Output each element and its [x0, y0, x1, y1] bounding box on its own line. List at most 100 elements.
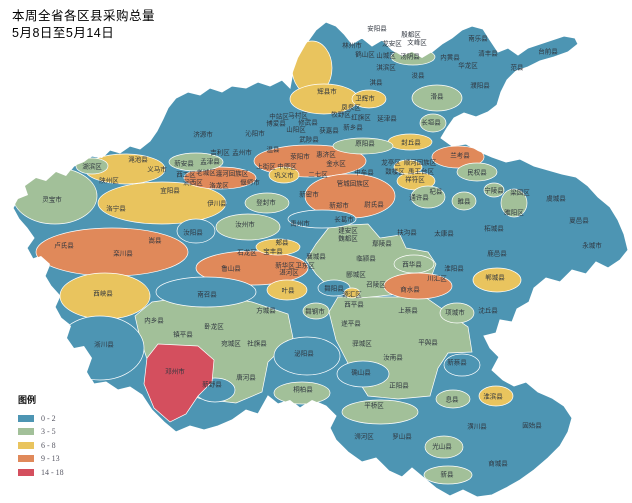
- legend-label: 3 - 5: [41, 427, 56, 436]
- patch-yuanhui[interactable]: [343, 287, 361, 299]
- county-label: 息县: [446, 395, 460, 404]
- county-label: 太康县: [434, 229, 454, 238]
- county-label: 新野县: [202, 380, 222, 389]
- patch-lushi-luanchuan-songxian[interactable]: [35, 227, 189, 277]
- patch-huaibin[interactable]: [478, 385, 514, 407]
- patch-qixian-tongxu[interactable]: [410, 185, 446, 209]
- legend-item-2[interactable]: 6 - 8: [18, 441, 64, 450]
- county-label: 孟州市: [232, 148, 252, 157]
- patch-lankao[interactable]: [431, 145, 485, 169]
- county-label: 洛宁县: [106, 204, 126, 213]
- county-label: 平桥区: [364, 401, 384, 410]
- patch-mengjin-xinan[interactable]: [168, 152, 224, 172]
- county-label: 潢川县: [467, 422, 487, 431]
- county-label: 武陟县: [299, 135, 319, 144]
- patch-queshan-blue[interactable]: [336, 360, 390, 388]
- county-label: 汝州市: [235, 220, 255, 229]
- county-label: 方城县: [256, 306, 276, 315]
- legend-item-0[interactable]: 0 - 2: [18, 413, 64, 423]
- patch-yiyang-luoning[interactable]: [97, 181, 227, 225]
- county-label: 荥阳市: [290, 152, 310, 161]
- patch-xixian[interactable]: [435, 389, 471, 409]
- county-label: 长葛市: [334, 215, 354, 224]
- county-label: 渑池县: [128, 155, 148, 164]
- patch-hubin[interactable]: [75, 157, 109, 175]
- patch-minquan[interactable]: [456, 162, 498, 182]
- patch-yexian[interactable]: [266, 279, 308, 301]
- patch-nanzhao-blue[interactable]: [155, 276, 257, 308]
- county-label: 孟津县: [200, 157, 220, 166]
- county-label: 偃师市: [240, 178, 260, 187]
- patch-xincai-blue[interactable]: [443, 353, 481, 377]
- patch-weihui[interactable]: [351, 89, 387, 109]
- county-label: 湖滨区: [82, 162, 102, 171]
- patch-jiaxian-baofeng[interactable]: [255, 238, 301, 256]
- county-label: 襄城县: [306, 252, 326, 261]
- legend-label: 0 - 2: [41, 413, 56, 423]
- county-label: 夏邑县: [569, 217, 589, 225]
- legend-item-1[interactable]: 3 - 5: [18, 427, 64, 436]
- county-label: 修武县: [298, 118, 318, 127]
- patch-pingqiao[interactable]: [341, 399, 419, 425]
- legend-swatch: [18, 428, 34, 435]
- county-label: 镇平县: [173, 330, 193, 339]
- patch-suixian[interactable]: [451, 191, 477, 211]
- patch-kaifeng-city[interactable]: [393, 159, 423, 175]
- patch-tongbai[interactable]: [273, 381, 331, 405]
- county-label: 平舆县: [418, 338, 438, 347]
- county-label: 台前县: [538, 47, 558, 56]
- patch-lushan-pingdingshan[interactable]: [195, 250, 309, 286]
- legend-swatch: [18, 441, 34, 449]
- patch-liangyuan-suiyang[interactable]: [500, 188, 528, 218]
- county-label: 陕州区: [99, 176, 119, 185]
- county-label: 二七区: [308, 170, 328, 179]
- patch-ningling[interactable]: [483, 182, 505, 198]
- patch-xinxian[interactable]: [423, 465, 473, 485]
- patch-xiangcheng-city[interactable]: [439, 302, 475, 324]
- patch-dengzhou-red[interactable]: [143, 343, 215, 423]
- legend-item-4[interactable]: 14 - 18: [18, 468, 64, 477]
- patch-gongyi[interactable]: [268, 166, 300, 184]
- county-label: 光山县: [432, 442, 452, 451]
- county-label: 梁园区: [510, 188, 530, 197]
- county-label: 顺河回族区: [404, 158, 437, 167]
- county-label: 新华区: [275, 261, 295, 270]
- patch-changyuan[interactable]: [419, 113, 447, 133]
- patch-dancheng[interactable]: [472, 267, 522, 293]
- county-label: 山阳区: [286, 125, 306, 134]
- county-label: 中原区: [277, 162, 297, 171]
- county-label: 西平县: [344, 301, 364, 309]
- county-label: 淇县: [370, 79, 384, 87]
- county-label: 汝阳县: [183, 228, 203, 237]
- county-label: 杞县: [430, 187, 444, 196]
- legend-item-3[interactable]: 9 - 13: [18, 454, 64, 463]
- county-label: 巩义市: [274, 171, 294, 180]
- patch-wugang[interactable]: [302, 302, 330, 320]
- patch-dengfeng[interactable]: [244, 192, 290, 214]
- patch-yuanyang[interactable]: [332, 137, 394, 155]
- patch-yuzhou-changge-blue[interactable]: [287, 209, 357, 229]
- county-label: 舞钢市: [305, 307, 325, 316]
- county-label: 新蔡县: [447, 358, 467, 367]
- county-label: 延津县: [377, 114, 397, 123]
- county-label: 义马市: [147, 165, 167, 174]
- county-label: 山城区: [376, 51, 396, 60]
- county-label: 浚县: [412, 71, 426, 80]
- county-label: 召陵区: [366, 280, 386, 289]
- county-label: 涧西区: [183, 179, 203, 187]
- county-label: 南乐县: [468, 34, 488, 43]
- legend-swatch: [18, 455, 34, 462]
- patch-luoyang-city[interactable]: [183, 166, 257, 190]
- county-label: 商城县: [488, 459, 508, 468]
- county-label: 灵宝市: [42, 195, 62, 204]
- patch-xihua[interactable]: [393, 254, 435, 274]
- county-label: 卫东区: [295, 261, 315, 270]
- patch-ruyang-blue[interactable]: [176, 218, 216, 244]
- patch-ruzhou[interactable]: [215, 213, 281, 241]
- patch-guangshan[interactable]: [424, 435, 464, 459]
- county-label: 凤泉区: [341, 103, 361, 112]
- county-label: 鼓楼区: [385, 167, 405, 176]
- patch-huaxian[interactable]: [411, 84, 463, 112]
- patch-biyang-blue[interactable]: [273, 336, 341, 376]
